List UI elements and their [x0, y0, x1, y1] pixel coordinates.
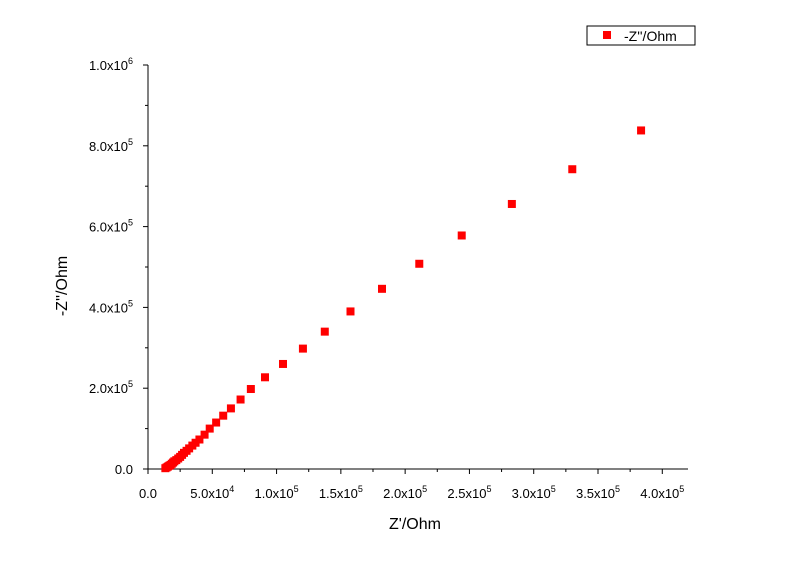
data-point [568, 165, 577, 174]
x-axis-title: Z'/Ohm [389, 516, 441, 533]
x-tick-label: 1.5x105 [319, 484, 363, 501]
legend-marker [603, 31, 611, 39]
data-point [212, 418, 221, 427]
data-point [200, 430, 209, 439]
x-tick-label: 5.0x104 [190, 484, 234, 501]
y-axis-ticks: 0.0 2.0x105 4.0x105 6.0x105 8.0x105 1.0x106 [89, 56, 148, 477]
x-tick-label: 1.0x105 [255, 484, 299, 501]
data-point [415, 259, 424, 268]
x-tick-label: 0.0 [139, 486, 157, 501]
y-tick-label: 1.0x106 [89, 56, 133, 73]
data-point [279, 359, 287, 368]
data-point [205, 424, 214, 433]
data-point [195, 435, 204, 444]
plot-area: 0.0 5.0x104 1.0x105 1.5x105 2.0x105 2.5x105 3.… [89, 56, 688, 501]
y-axis-title: -Z''/Ohm [54, 256, 71, 316]
data-point [226, 404, 235, 413]
data-point [378, 284, 386, 293]
y-tick-label: 2.0x105 [89, 379, 133, 396]
y-tick-label: 4.0x105 [89, 298, 133, 315]
legend: -Z''/Ohm [586, 25, 696, 46]
data-point [298, 344, 307, 353]
y-tick-label: 8.0x105 [89, 137, 133, 154]
data-point [507, 199, 516, 208]
legend-label: -Z''/Ohm [624, 28, 677, 44]
legend-box [586, 25, 696, 46]
x-tick-label: 2.5x105 [447, 484, 491, 501]
y-tick-label: 0.0 [115, 462, 133, 477]
data-point [236, 395, 245, 404]
data-point [637, 126, 646, 135]
data-point [320, 327, 329, 336]
y-tick-label: 6.0x105 [89, 218, 133, 235]
x-axis-ticks: 0.0 5.0x104 1.0x105 1.5x105 2.0x105 2.5x105 3.… [139, 469, 684, 501]
data-point [457, 231, 466, 240]
x-tick-label: 4.0x105 [640, 484, 684, 501]
x-tick-label: 2.0x105 [383, 484, 427, 501]
data-point [219, 411, 228, 420]
data-points [161, 126, 646, 473]
x-tick-label: 3.5x105 [576, 484, 620, 501]
data-point [246, 385, 255, 394]
x-tick-label: 3.0x105 [512, 484, 556, 501]
data-point [346, 307, 355, 316]
data-point [261, 373, 269, 382]
